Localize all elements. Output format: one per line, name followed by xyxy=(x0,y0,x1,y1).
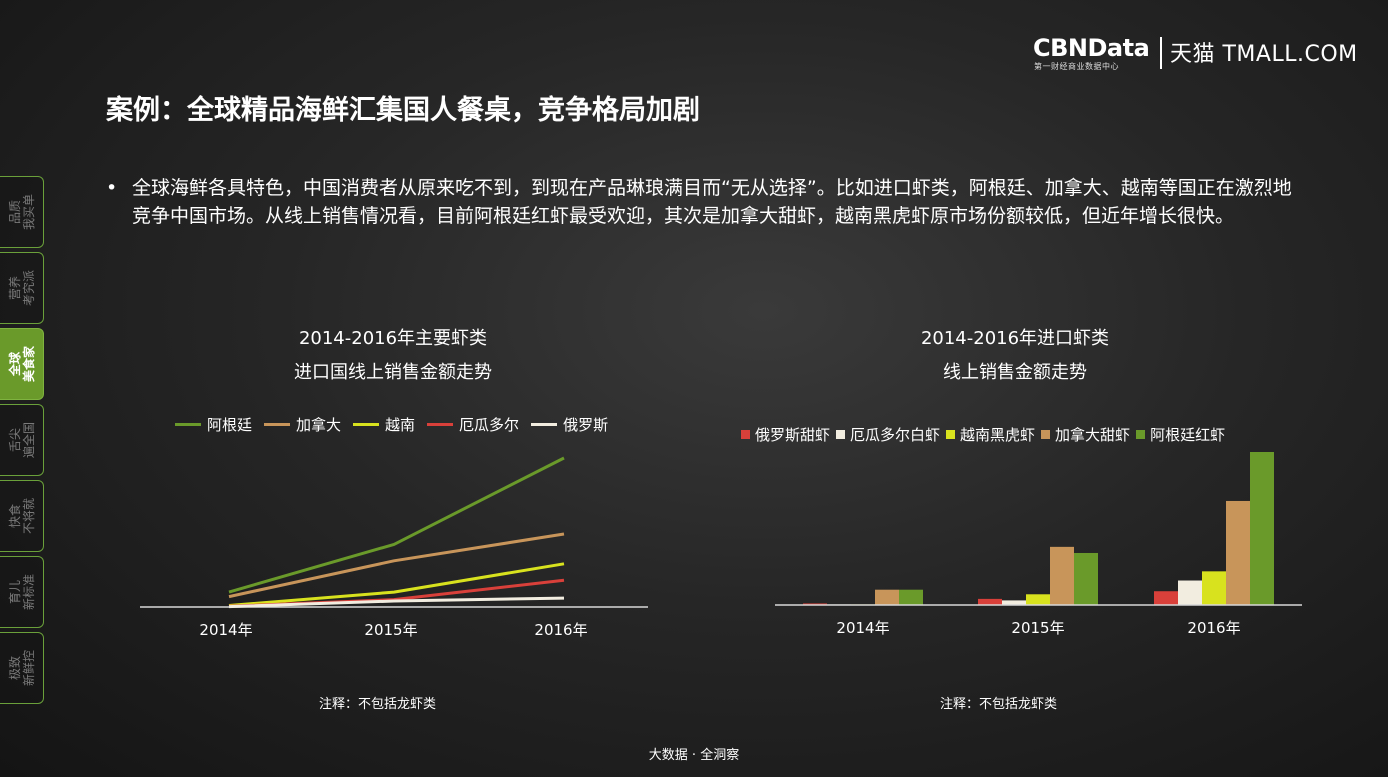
bar-3-2 xyxy=(1226,500,1250,605)
bar-2-1 xyxy=(1026,594,1050,605)
sidebar-tab-parenting[interactable]: 育儿 新标准 xyxy=(0,556,44,628)
legend-swatch xyxy=(836,430,846,439)
sidebar-tab-nationwide[interactable]: 舌尖 遍全国 xyxy=(0,404,44,476)
legend-label: 阿根廷 xyxy=(207,416,253,434)
bar-chart-x-tick: 2014年 xyxy=(836,619,889,637)
line-chart-x-tick: 2014年 xyxy=(199,621,252,639)
sidebar-tab-fast-food[interactable]: 快食 不将就 xyxy=(0,480,44,552)
line-series-2 xyxy=(228,562,565,607)
sidebar-tab-label: 舌尖 遍全国 xyxy=(7,421,36,459)
bar-1-1 xyxy=(1002,600,1026,605)
legend-swatch xyxy=(264,423,291,426)
sidebar-tab-nutrition[interactable]: 营养 考究派 xyxy=(0,252,44,324)
legend-swatch xyxy=(946,430,956,439)
line-chart-x-tick: 2015年 xyxy=(364,621,417,639)
bar-chart-title-line1: 2014-2016年进口虾类 xyxy=(920,328,1110,349)
legend-label: 阿根廷红虾 xyxy=(1150,426,1226,444)
legend-item: 加拿大甜虾 xyxy=(1041,424,1130,445)
bar-0-2 xyxy=(1154,591,1178,605)
legend-label: 俄罗斯甜虾 xyxy=(755,426,831,444)
cbndata-subtitle: 第一财经商业数据中心 xyxy=(1034,62,1119,71)
bar-chart-title: 2014-2016年进口虾类 线上销售金额走势 xyxy=(815,322,1215,390)
sidebar-tab-label: 育儿 新标准 xyxy=(7,573,36,611)
footer-tagline: 大数据 · 全洞察 xyxy=(648,748,740,763)
legend-item: 俄罗斯 xyxy=(531,414,608,435)
sidebar-tab-label: 品质 我买单 xyxy=(7,193,36,231)
line-chart-title-line2: 进口国线上销售金额走势 xyxy=(294,362,492,383)
bar-1-2 xyxy=(1178,580,1202,605)
bar-chart-legend: 俄罗斯甜虾 厄瓜多尔白虾 越南黑虎虾 加拿大甜虾 阿根廷红虾 xyxy=(741,424,1231,445)
sidebar-tab-label: 快食 不将就 xyxy=(7,497,36,535)
legend-item: 厄瓜多尔 xyxy=(427,414,519,435)
bar-3-0 xyxy=(875,589,899,605)
tmall-logo: 天猫 TMALL.COM xyxy=(1170,42,1358,67)
bar-4-1 xyxy=(1074,552,1098,605)
legend-label: 加拿大甜虾 xyxy=(1055,426,1131,444)
bar-3-1 xyxy=(1050,546,1074,605)
line-chart-x-tick: 2016年 xyxy=(534,621,587,639)
legend-item: 阿根廷 xyxy=(175,414,252,435)
legend-swatch xyxy=(353,423,380,426)
bar-chart: 2014年 2015年 2016年 xyxy=(775,452,1302,637)
legend-label: 越南 xyxy=(385,416,416,434)
sidebar-tab-label: 全球 美食家 xyxy=(7,345,36,383)
line-chart: 2014年 2015年 2016年 xyxy=(140,456,648,639)
line-chart-legend: 阿根廷 加拿大 越南 厄瓜多尔 俄罗斯 xyxy=(175,414,620,435)
legend-swatch xyxy=(1041,430,1051,439)
legend-label: 厄瓜多尔白虾 xyxy=(850,426,941,444)
bar-chart-note: 注释：不包括龙虾类 xyxy=(940,697,1058,712)
bar-4-2 xyxy=(1250,452,1274,605)
legend-item: 越南 xyxy=(353,414,415,435)
legend-label: 加拿大 xyxy=(296,416,342,434)
legend-swatch xyxy=(427,423,454,426)
line-chart-title: 2014-2016年主要虾类 进口国线上销售金额走势 xyxy=(193,322,593,390)
sidebar-tab-quality[interactable]: 品质 我买单 xyxy=(0,176,44,248)
legend-item: 厄瓜多尔白虾 xyxy=(836,424,940,445)
bar-chart-x-tick: 2016年 xyxy=(1187,619,1240,637)
line-chart-title-line1: 2014-2016年主要虾类 xyxy=(298,328,488,349)
sidebar-tab-freshness[interactable]: 极致 新鲜控 xyxy=(0,632,44,704)
logo-divider xyxy=(1160,37,1162,69)
legend-item: 阿根廷红虾 xyxy=(1136,424,1225,445)
bar-2-2 xyxy=(1202,571,1226,605)
legend-item: 加拿大 xyxy=(264,414,341,435)
bar-4-0 xyxy=(899,589,923,605)
sidebar-tab-label: 极致 新鲜控 xyxy=(7,649,36,687)
legend-label: 俄罗斯 xyxy=(563,416,609,434)
sidebar-tab-label: 营养 考究派 xyxy=(7,269,36,307)
bullet-text: 全球海鲜各具特色，中国消费者从原来吃不到，到现在产品琳琅满目而“无从选择”。比如… xyxy=(132,177,1292,227)
line-series-0 xyxy=(228,456,565,594)
legend-item: 俄罗斯甜虾 xyxy=(741,424,830,445)
bar-chart-title-line2: 线上销售金额走势 xyxy=(943,362,1087,383)
line-chart-note: 注释：不包括龙虾类 xyxy=(319,697,437,712)
legend-swatch xyxy=(531,423,558,426)
sidebar-tab-global-gourmet[interactable]: 全球 美食家 xyxy=(0,328,44,400)
bullet-dot: • xyxy=(106,177,118,199)
legend-label: 厄瓜多尔 xyxy=(459,416,520,434)
legend-swatch xyxy=(1136,430,1146,439)
legend-swatch xyxy=(741,430,750,439)
legend-label: 越南黑虎虾 xyxy=(960,426,1036,444)
line-series-4 xyxy=(228,596,565,609)
legend-item: 越南黑虎虾 xyxy=(946,424,1035,445)
legend-swatch xyxy=(175,423,201,426)
bar-chart-x-tick: 2015年 xyxy=(1011,619,1064,637)
slide-title: 案例：全球精品海鲜汇集国人餐桌，竞争格局加剧 xyxy=(106,95,700,126)
bar-0-1 xyxy=(978,598,1002,605)
cbndata-logo: CBNData xyxy=(1033,34,1150,62)
bar-0-0 xyxy=(803,603,827,605)
line-series-1 xyxy=(228,532,565,599)
